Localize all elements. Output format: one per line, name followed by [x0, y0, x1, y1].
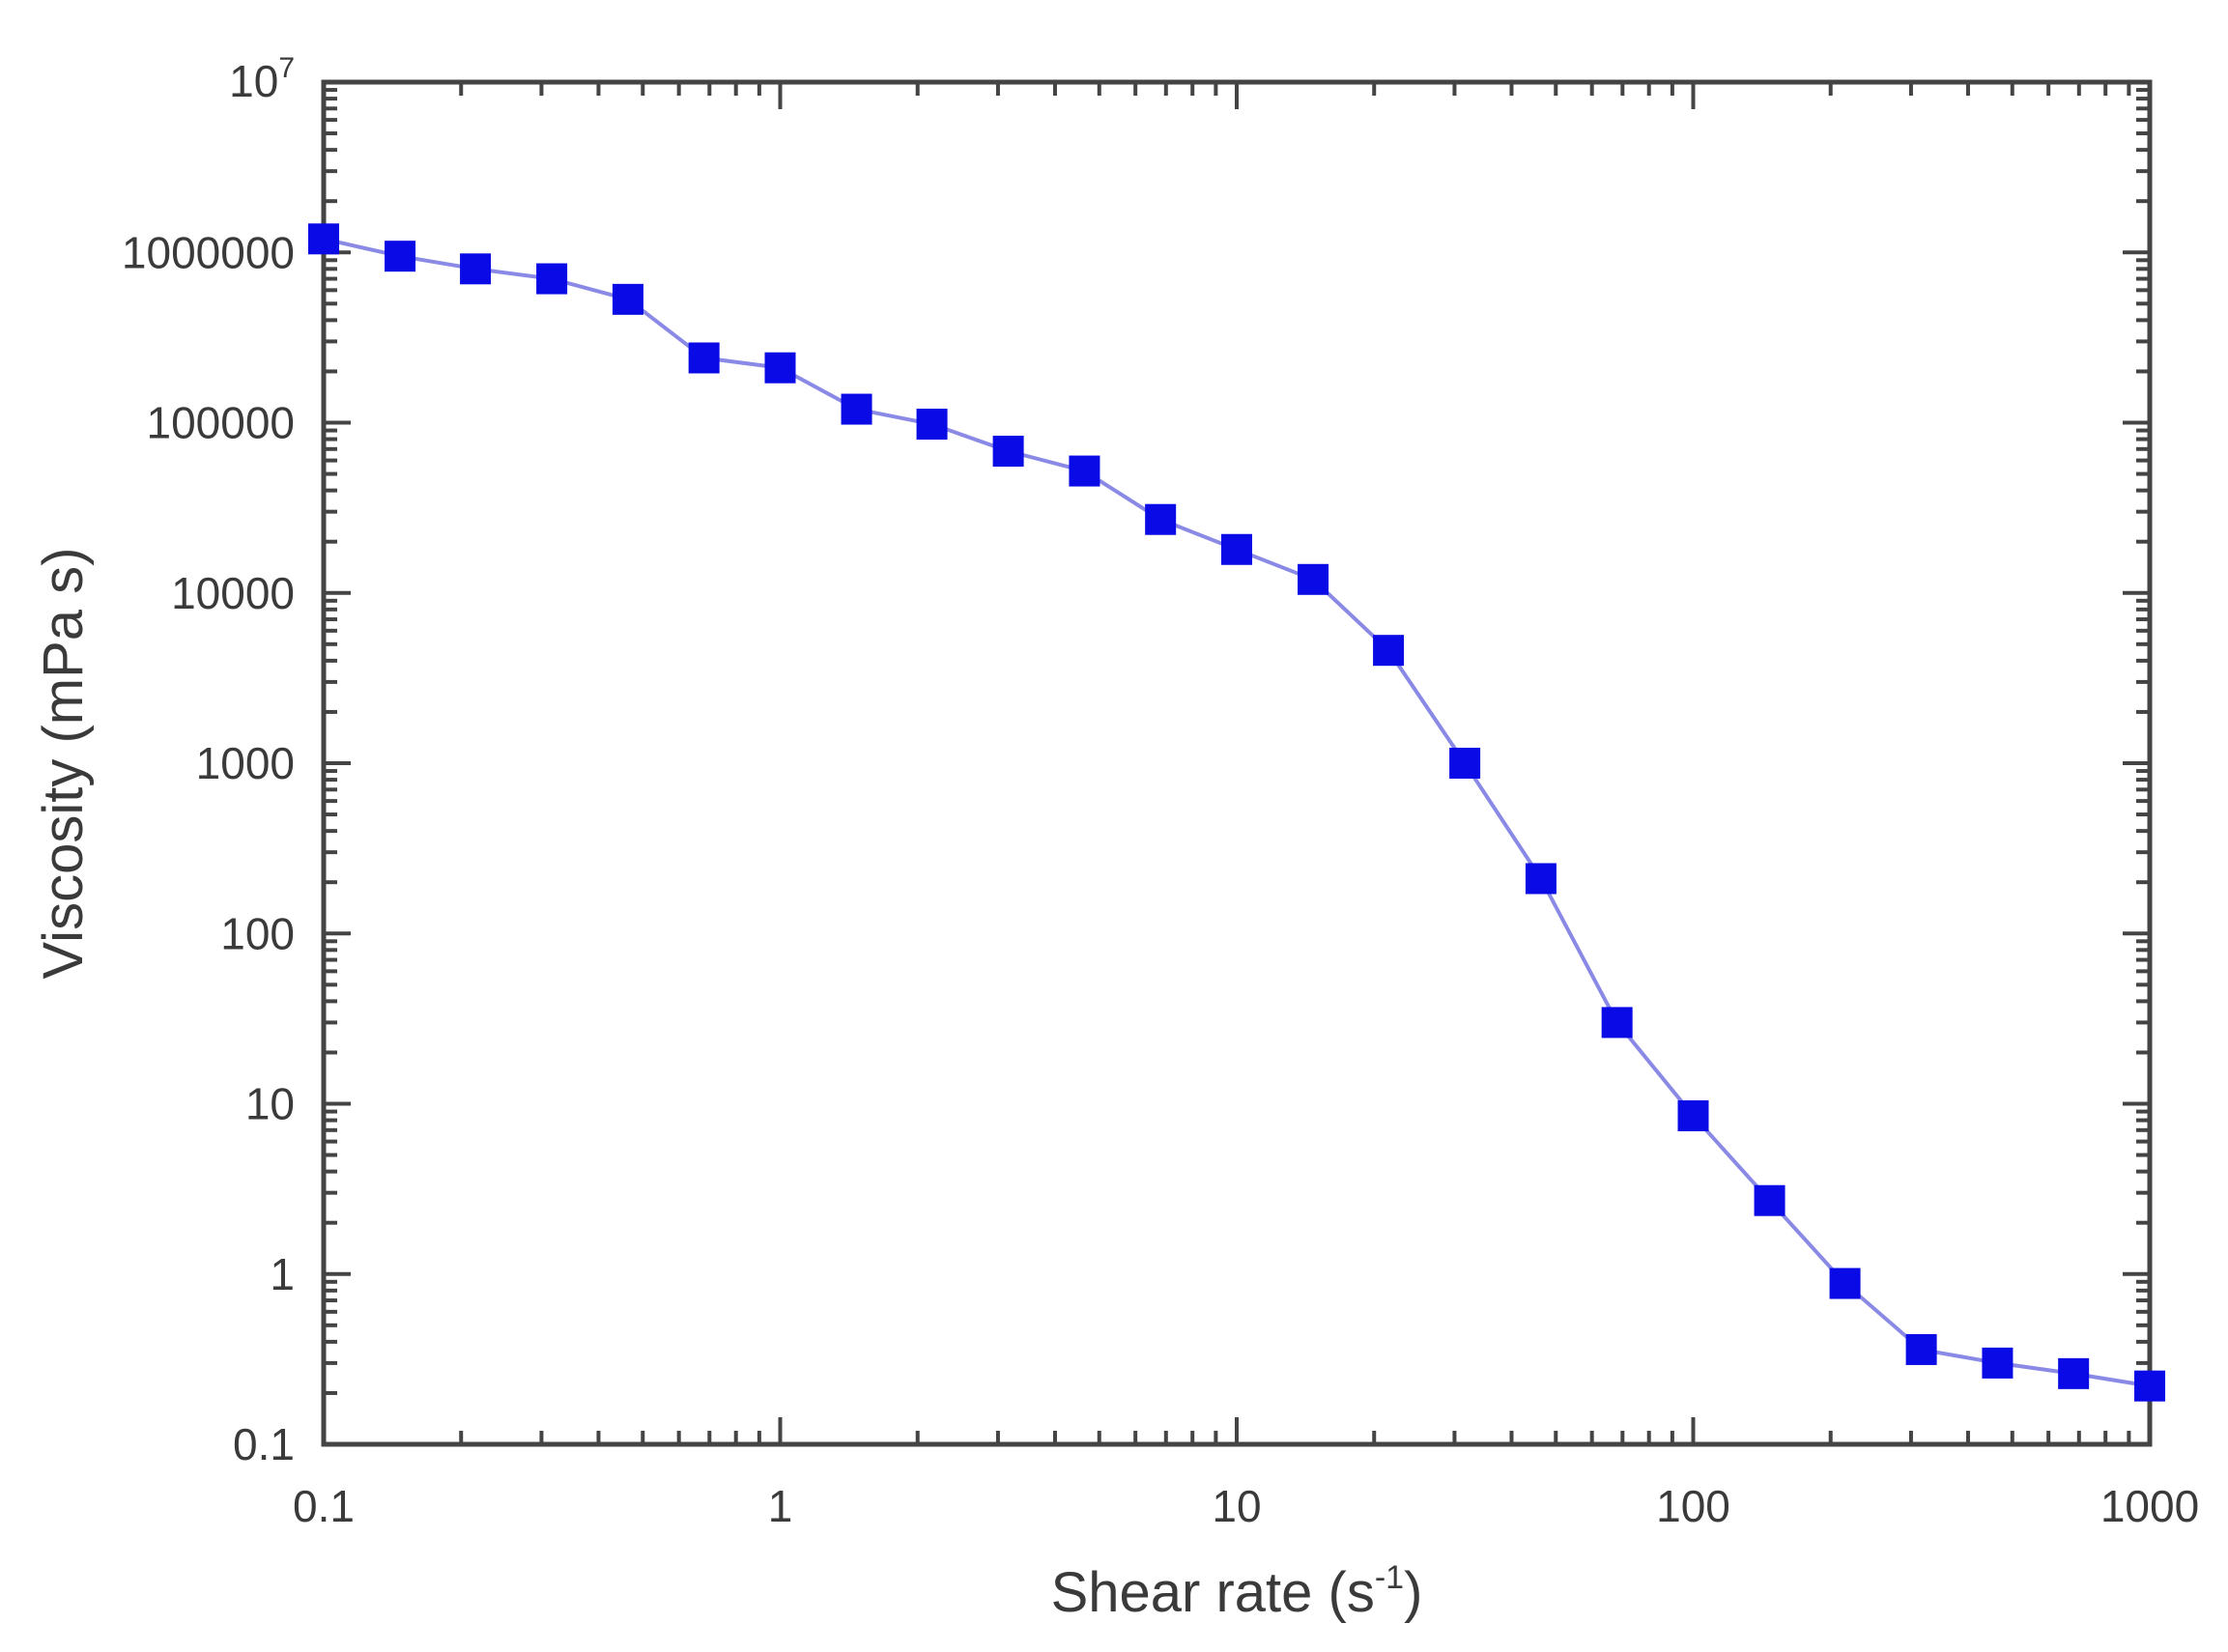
- x-minor-ticks: [459, 82, 2131, 1444]
- data-point: [1677, 1099, 1709, 1131]
- y-top-label-base: 10: [229, 56, 278, 106]
- y-tick-label: 10000: [171, 568, 295, 618]
- x-axis-title: Shear rate (s-1): [1051, 1559, 1423, 1624]
- x-axis-title-sup: -1: [1375, 1559, 1404, 1596]
- data-point: [688, 342, 720, 374]
- x-major-ticks: [322, 82, 2152, 1444]
- x-tick-label: 100: [1656, 1481, 1730, 1531]
- data-point: [1829, 1267, 1861, 1299]
- y-top-label-exp: 7: [278, 52, 295, 84]
- data-point: [1525, 863, 1557, 895]
- plot-frame: [321, 79, 2153, 1447]
- data-point: [1069, 455, 1100, 487]
- x-tick-labels: 0.1 1 10 100 1000: [293, 1481, 2199, 1531]
- data-point: [1905, 1333, 1937, 1365]
- y-tick-label: 1000: [196, 738, 295, 788]
- data-point: [764, 352, 796, 384]
- data-point: [308, 223, 339, 255]
- y-tick-label: 10: [245, 1079, 295, 1129]
- data-point: [1145, 503, 1177, 535]
- y-tick-label: 1000000: [122, 227, 295, 277]
- data-point: [536, 263, 568, 295]
- data-point: [916, 409, 948, 441]
- x-tick-label: 0.1: [293, 1481, 355, 1531]
- series-markers: [308, 223, 2165, 1402]
- data-point: [841, 393, 872, 425]
- data-point: [1449, 748, 1481, 779]
- x-tick-label: 1000: [2100, 1481, 2199, 1531]
- y-tick-label: 100000: [147, 398, 296, 448]
- data-point: [992, 436, 1024, 468]
- data-point: [1221, 533, 1252, 565]
- y-tick-label: 0.1: [233, 1419, 295, 1469]
- x-tick-label: 10: [1212, 1481, 1261, 1531]
- data-point: [1373, 635, 1405, 667]
- y-axis-title: Viscosity (mPa s): [32, 548, 95, 980]
- x-tick-label: 1: [768, 1481, 793, 1531]
- x-axis-title-close: ): [1404, 1561, 1422, 1624]
- data-point: [460, 253, 492, 285]
- data-point: [1601, 1007, 1633, 1039]
- y-major-ticks: [324, 80, 2150, 1446]
- y-minor-ticks: [324, 88, 2150, 1395]
- data-point: [1298, 563, 1329, 595]
- y-tick-label: 1: [270, 1249, 295, 1299]
- data-point: [1754, 1184, 1785, 1216]
- x-axis-title-main: Shear rate (s: [1051, 1561, 1375, 1624]
- series-line: [323, 237, 2151, 1388]
- data-point: [612, 283, 643, 315]
- data-point: [1982, 1347, 2014, 1379]
- data-point: [2058, 1357, 2090, 1389]
- y-tick-label: 100: [220, 908, 295, 958]
- y-tick-label-top: 107: [229, 52, 295, 106]
- data-point: [385, 241, 416, 272]
- data-point: [2134, 1370, 2165, 1402]
